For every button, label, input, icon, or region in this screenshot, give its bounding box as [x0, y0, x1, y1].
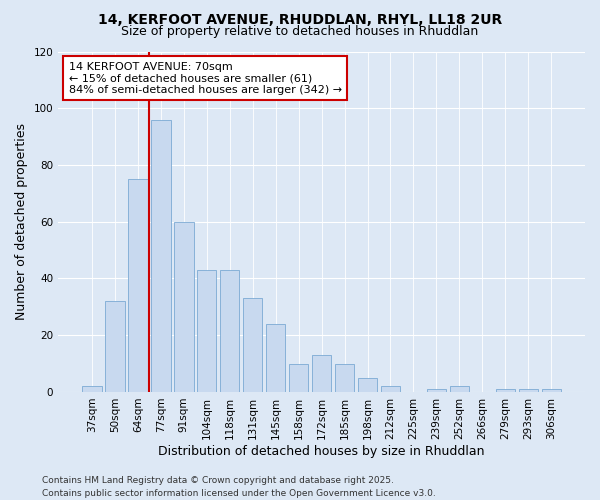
Bar: [289, 364, 308, 392]
Bar: [220, 270, 239, 392]
Text: 14 KERFOOT AVENUE: 70sqm
← 15% of detached houses are smaller (61)
84% of semi-d: 14 KERFOOT AVENUE: 70sqm ← 15% of detach…: [69, 62, 342, 95]
Bar: [518, 389, 538, 392]
Bar: [243, 298, 262, 392]
Bar: [151, 120, 170, 392]
Bar: [449, 386, 469, 392]
Bar: [312, 355, 331, 392]
Bar: [542, 389, 561, 392]
Bar: [128, 179, 148, 392]
Bar: [427, 389, 446, 392]
Bar: [174, 222, 194, 392]
Bar: [105, 301, 125, 392]
Bar: [496, 389, 515, 392]
Y-axis label: Number of detached properties: Number of detached properties: [15, 123, 28, 320]
Bar: [82, 386, 101, 392]
Bar: [197, 270, 217, 392]
Bar: [358, 378, 377, 392]
Text: Size of property relative to detached houses in Rhuddlan: Size of property relative to detached ho…: [121, 25, 479, 38]
Text: Contains HM Land Registry data © Crown copyright and database right 2025.
Contai: Contains HM Land Registry data © Crown c…: [42, 476, 436, 498]
Bar: [381, 386, 400, 392]
Text: 14, KERFOOT AVENUE, RHUDDLAN, RHYL, LL18 2UR: 14, KERFOOT AVENUE, RHUDDLAN, RHYL, LL18…: [98, 12, 502, 26]
X-axis label: Distribution of detached houses by size in Rhuddlan: Distribution of detached houses by size …: [158, 444, 485, 458]
Bar: [335, 364, 355, 392]
Bar: [266, 324, 286, 392]
